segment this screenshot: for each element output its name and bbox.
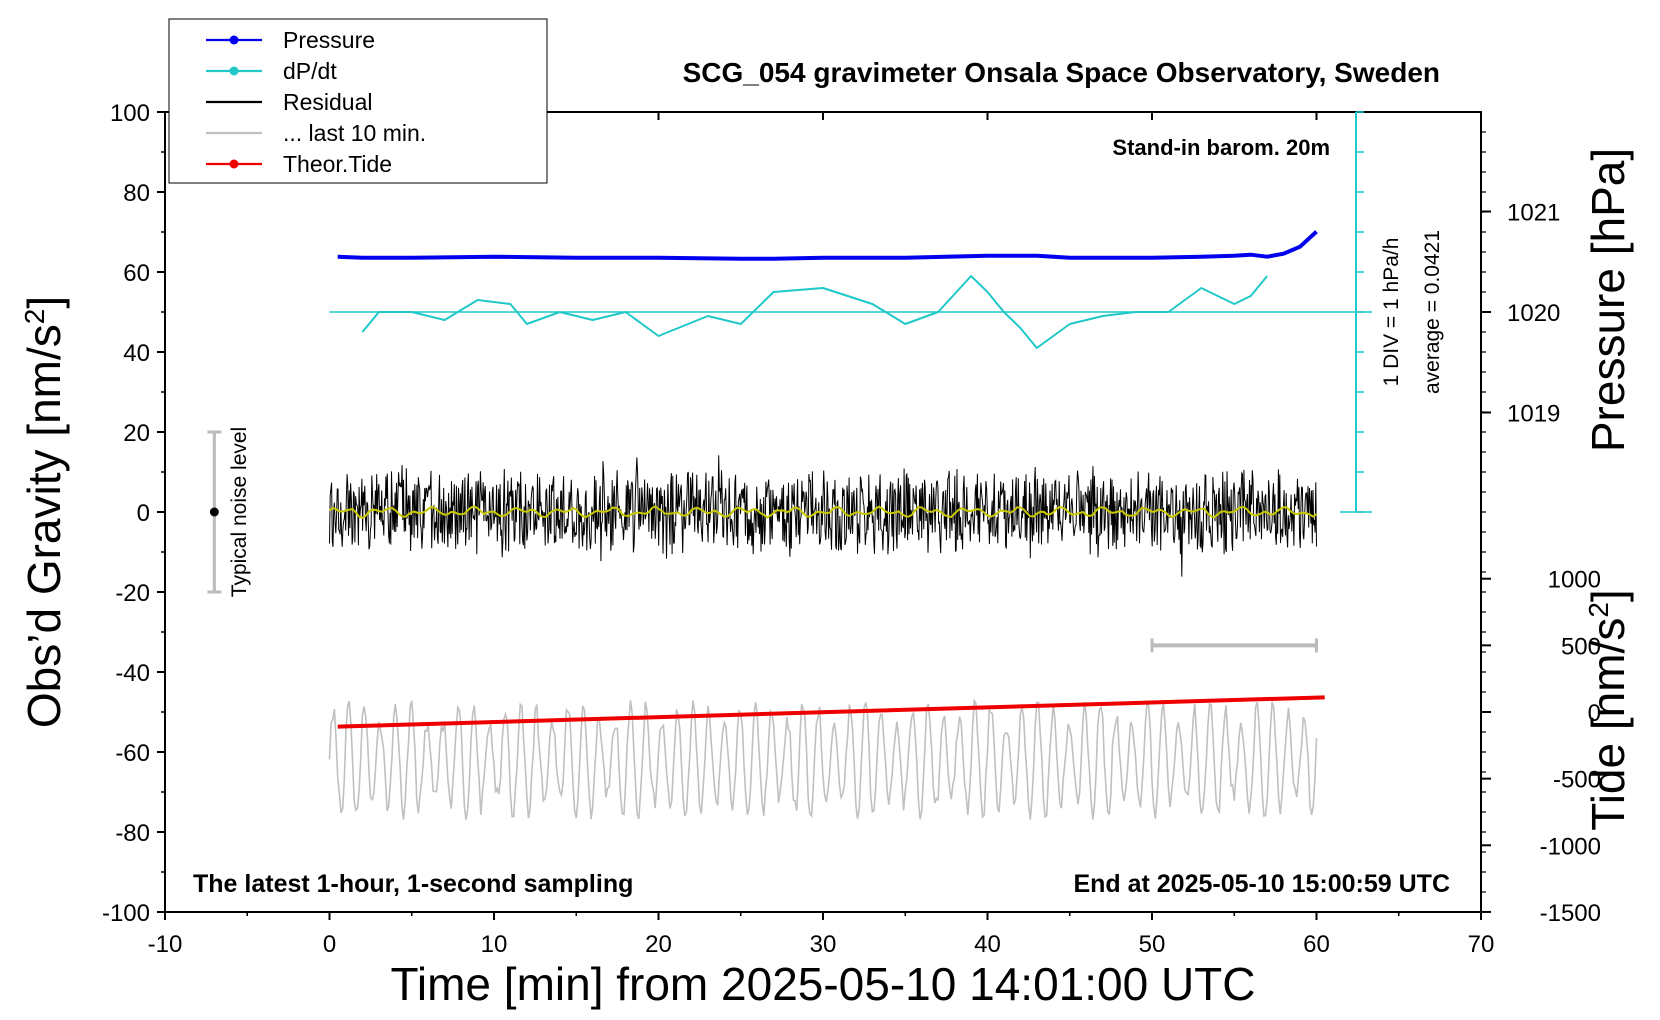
y-tick-label-left: 100 [110,100,150,127]
legend-marker [229,159,239,169]
residual-smoothed-line [328,505,1318,519]
y-tick-label-tide: -1000 [1540,833,1601,860]
axes-ticks: -10 0 10 20 30 40 50 60 70-100-80-60-40-20020406… [102,100,1601,958]
y-tick-label-left: 0 [137,500,150,527]
legend-label: dP/dt [283,58,337,84]
legend-label: Pressure [283,27,375,53]
barometer-note: Stand-in barom. 20m [1112,135,1330,160]
y-tick-label-left: 80 [123,180,150,207]
y-tick-label-tide: -500 [1553,767,1601,794]
y-axis-label-pressure: Pressure [hPa] [1582,148,1634,452]
pressure-line [337,230,1318,261]
bottom-left-note: The latest 1-hour, 1-second sampling [193,870,633,898]
average-label: average = 0.0421 [1421,230,1444,394]
noise-bar-dot [209,507,219,517]
y-axis-label-tide: Tide [nm/s2] [1582,589,1634,830]
div-label: 1 DIV = 1 hPa/h [1380,238,1403,387]
dpdt-line [361,275,1268,349]
chart-title: SCG_054 gravimeter Onsala Space Observat… [683,57,1440,88]
x-tick-label: 0 [323,931,336,958]
x-tick-label: 30 [810,931,837,958]
y-tick-label-pressure: 1019 [1507,401,1560,428]
y-tick-label-pressure: 1020 [1507,300,1560,327]
y-tick-label-left: -80 [115,820,150,847]
y-tick-label-tide: 1000 [1548,567,1601,594]
y-tick-label-left: -60 [115,740,150,767]
y-tick-label-left: -100 [102,900,150,927]
y-tick-label-left: -20 [115,580,150,607]
legend: Pressure dP/dt Residual ... last 10 min. The… [168,18,548,184]
y-tick-label-left: 60 [123,260,150,287]
y-tick-label-tide: 0 [1588,700,1601,727]
noise-label: Typical noise level [228,427,251,597]
theor-tide-line [337,695,1325,729]
y-tick-label-left: 20 [123,420,150,447]
x-tick-label: 70 [1468,931,1495,958]
residual-line [329,455,1317,577]
legend-label: ... last 10 min. [283,120,426,146]
x-axis-label: Time [min] from 2025-05-10 14:01:00 UTC [391,958,1256,1010]
x-tick-label: 10 [481,931,508,958]
y-tick-label-pressure: 1021 [1507,200,1560,227]
legend-label: Residual [283,89,373,115]
y-tick-label-tide: -1500 [1540,900,1601,927]
y-tick-label-left: -40 [115,660,150,687]
bottom-right-note: End at 2025-05-10 15:00:59 UTC [1073,870,1450,898]
series-layer [207,111,1372,820]
x-tick-label: 60 [1303,931,1330,958]
x-tick-label: 40 [974,931,1001,958]
last-10-min-line [328,698,1318,820]
y-tick-label-tide: 500 [1561,633,1601,660]
x-tick-label: 20 [645,931,672,958]
legend-marker [229,66,239,76]
legend-marker [229,35,239,45]
y-tick-label-left: 40 [123,340,150,367]
y-axis-label-left: Obs’d Gravity [nm/s2] [18,296,70,728]
x-tick-label: -10 [148,931,183,958]
legend-label: Theor.Tide [283,151,392,177]
x-tick-label: 50 [1139,931,1166,958]
legend-items: Pressure dP/dt Residual ... last 10 min. The… [206,27,426,177]
